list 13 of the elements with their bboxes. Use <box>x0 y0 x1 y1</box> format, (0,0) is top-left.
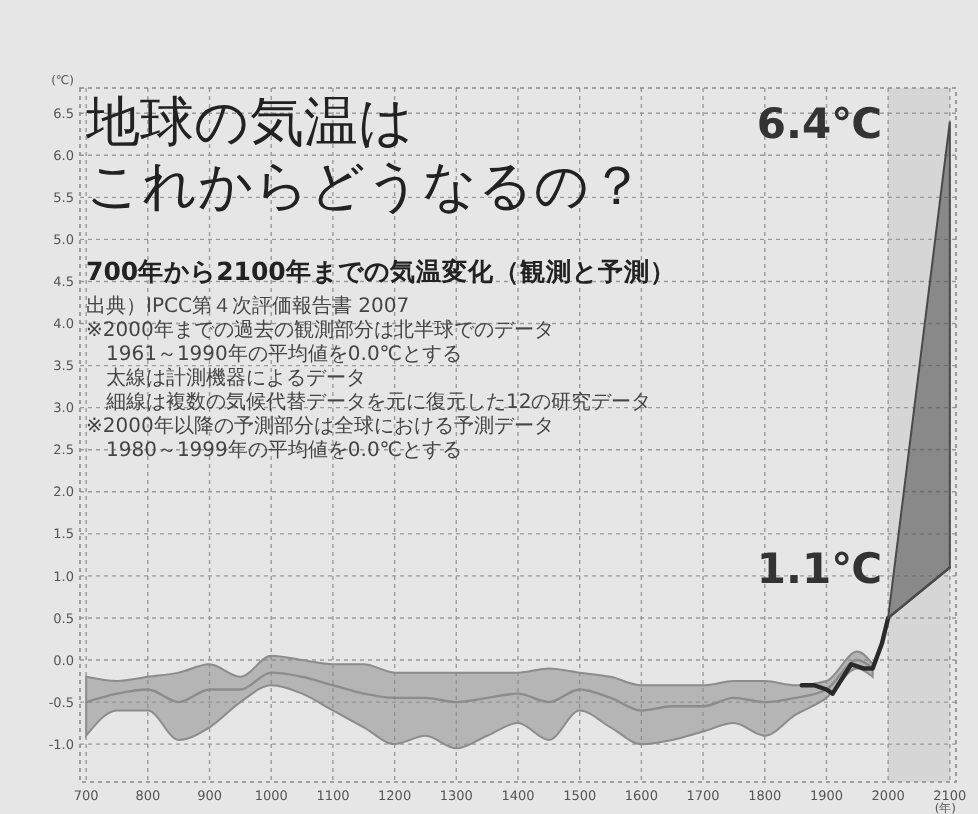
annotation: 6.4℃ <box>756 99 883 148</box>
annotation: 1961～1990年の平均値を0.0℃とする <box>86 342 463 366</box>
annotation: 細線は複数の気候代替データを元に復元した12の研究データ <box>86 390 652 414</box>
annotation: 出典）IPCC第４次評価報告書 2007 <box>86 294 410 318</box>
text: 地球の気温はこれからどうなるの？ <box>84 92 644 218</box>
annotation: 1980～1999年の平均値を0.0℃とする <box>86 438 463 462</box>
annotation: ※2000年以降の予測部分は全球における予測データ <box>86 414 554 438</box>
annotation: 太線は計測機器によるデータ <box>86 366 366 390</box>
line-series <box>84 658 874 712</box>
annotation: ※2000年までの過去の観測部分は北半球でのデータ <box>86 318 554 342</box>
annotation: 1.1℃ <box>756 545 883 594</box>
text: 700年から2100年までの気温変化（観測と予測） <box>86 256 676 286</box>
line-series <box>799 615 891 696</box>
